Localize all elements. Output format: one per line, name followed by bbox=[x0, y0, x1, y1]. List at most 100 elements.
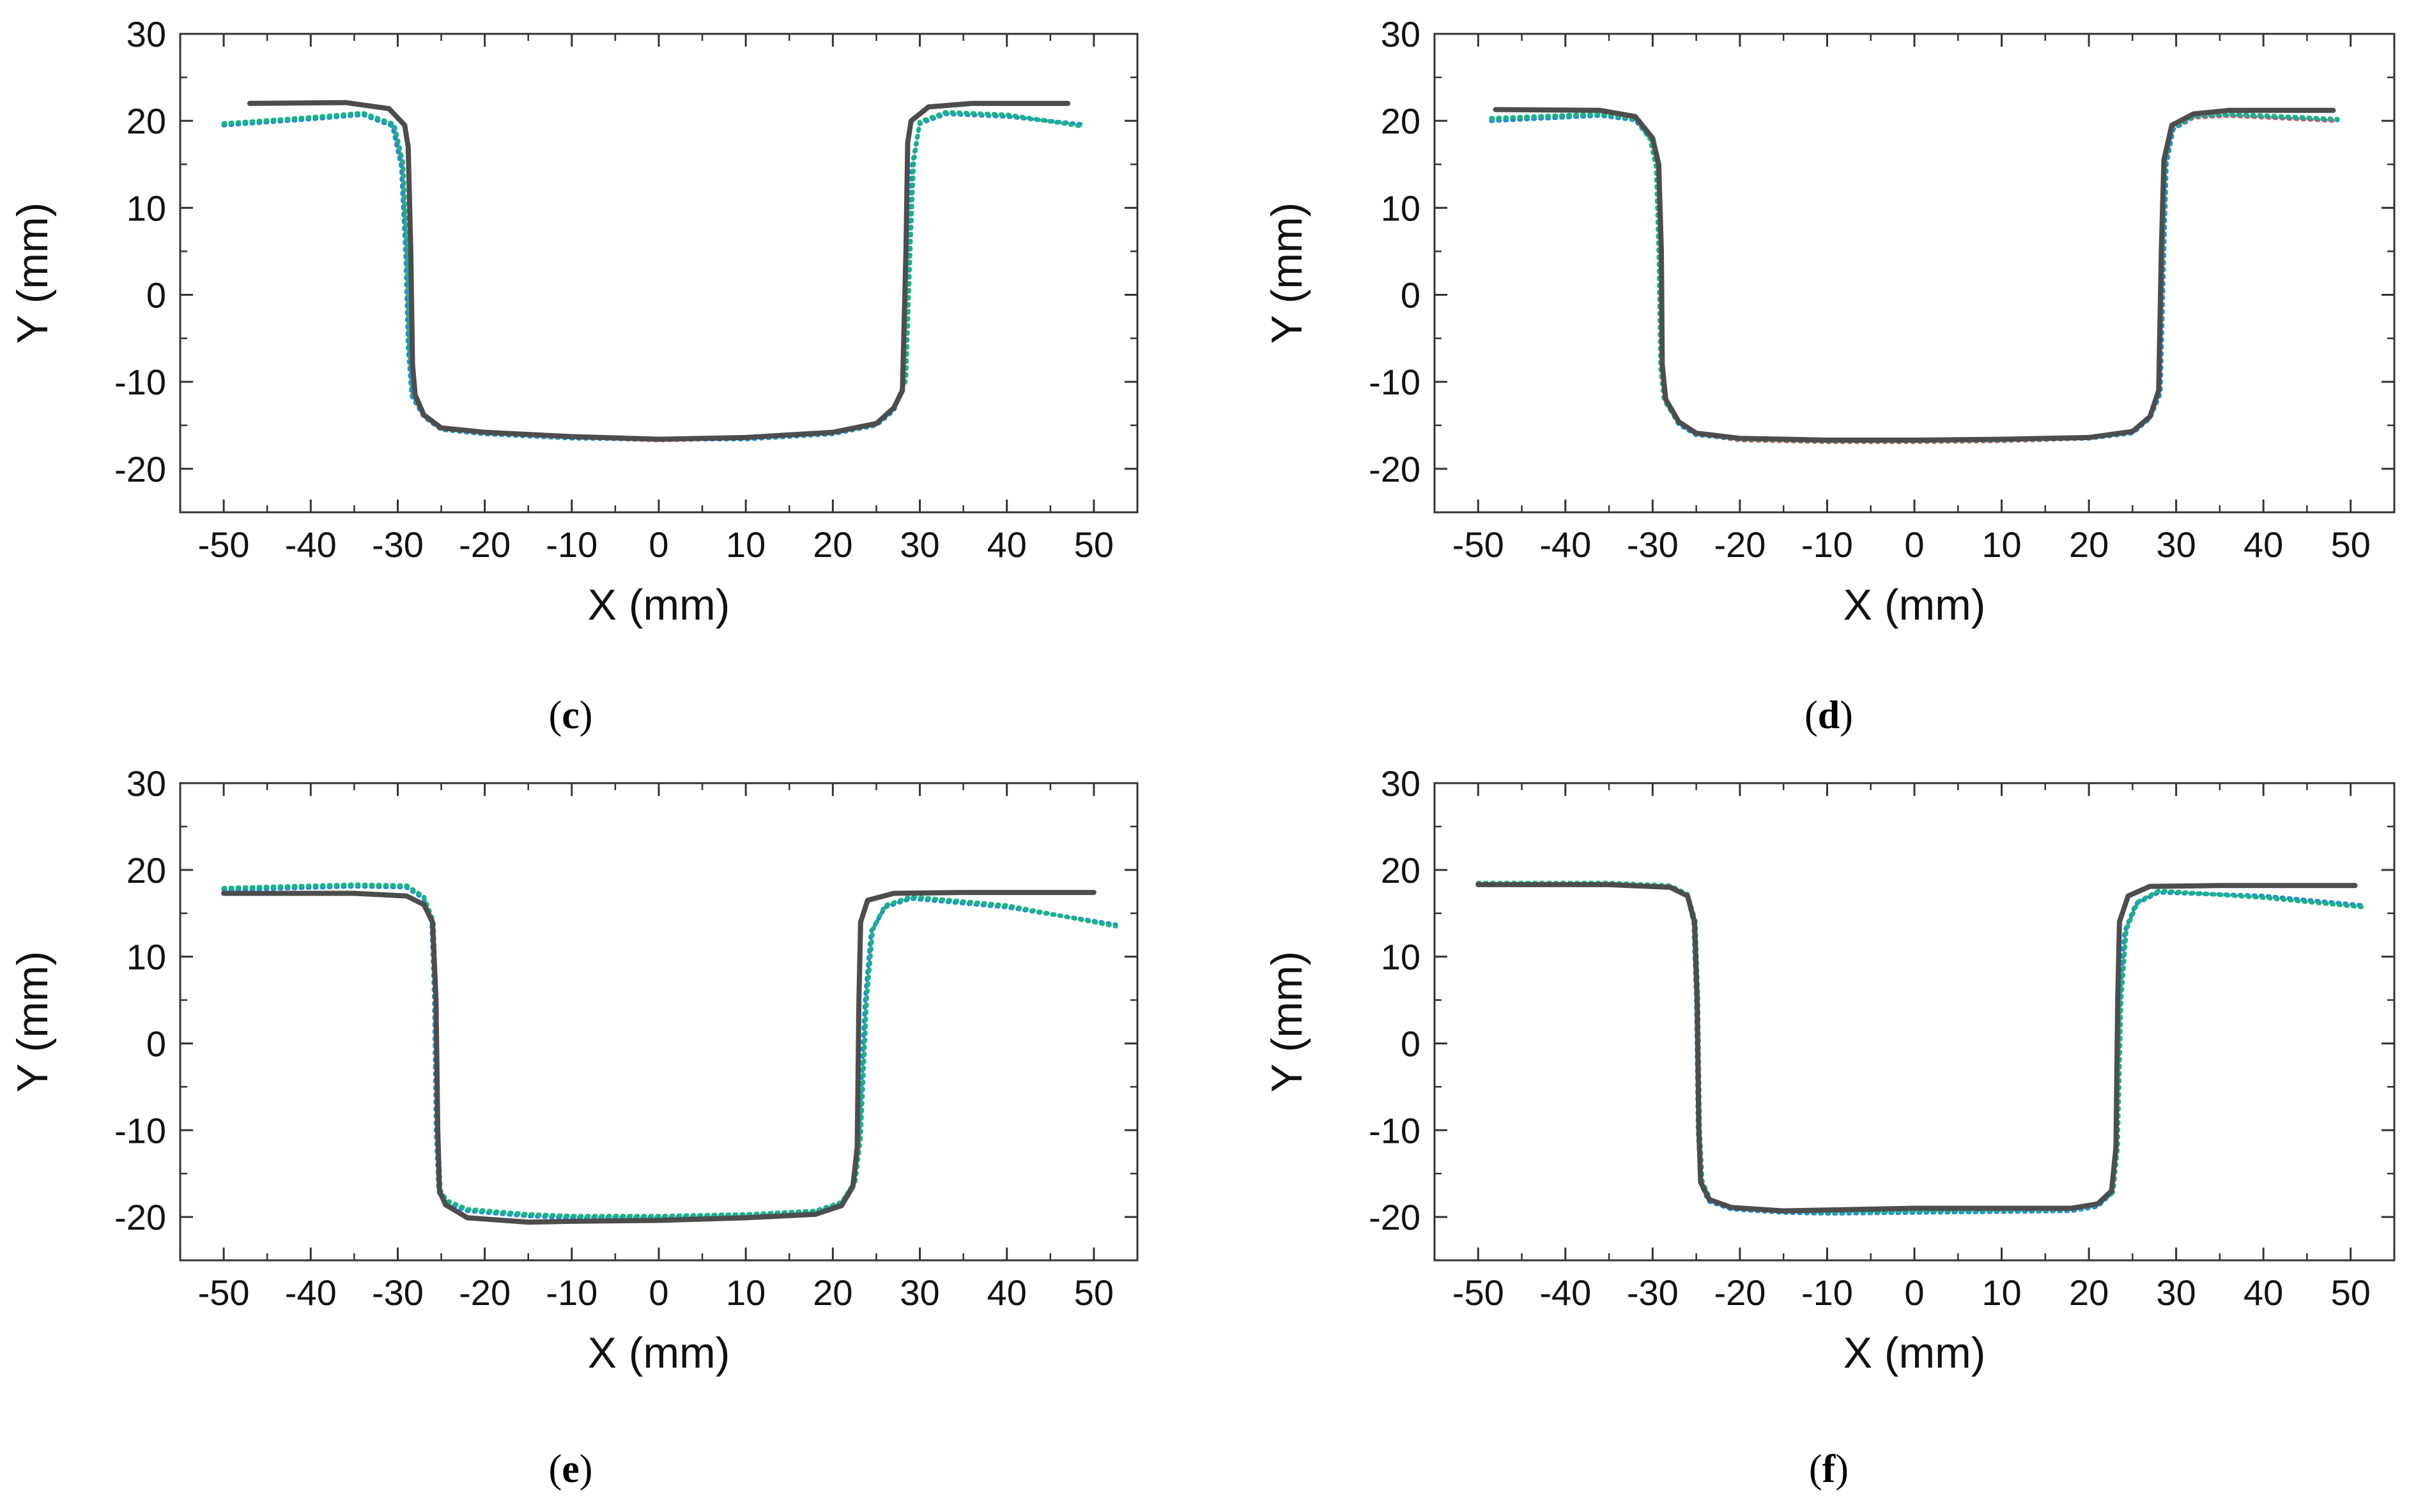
panel-e-y-tick-label: 10 bbox=[127, 937, 166, 977]
panel-f-x-tick-label: 0 bbox=[1904, 1272, 1924, 1313]
panel-f-y-tick-label: -10 bbox=[1369, 1110, 1420, 1150]
panel-d-x-tick-label: 30 bbox=[2156, 524, 2196, 565]
panel-c-x-tick-label: 40 bbox=[987, 524, 1027, 565]
panel-e-x-tick-label: 0 bbox=[649, 1272, 668, 1313]
panel-c-caption-close: ) bbox=[580, 694, 593, 737]
panel-d-x-tick-label: 50 bbox=[2331, 524, 2371, 565]
panel-e-x-tick-label: -40 bbox=[285, 1272, 337, 1313]
panel-e-plot-frame bbox=[179, 782, 1139, 1262]
panel-f-caption-open: ( bbox=[1809, 1447, 1822, 1491]
panel-d-x-tick-label: -50 bbox=[1452, 524, 1504, 565]
panel-c-x-tick-label: 20 bbox=[813, 524, 852, 565]
panel-d-y-tick-label: -20 bbox=[1369, 449, 1420, 489]
panel-e-y-tick-label: -10 bbox=[114, 1110, 166, 1150]
panel-c-x-tick-label: -10 bbox=[546, 524, 597, 565]
panel-e-x-tick-label: -50 bbox=[198, 1272, 250, 1313]
panel-c-x-tick-label: -40 bbox=[285, 524, 337, 565]
panel-f-series-reference bbox=[1475, 882, 2358, 1214]
panel-d-x-axis-title: X (mm) bbox=[1843, 581, 1986, 629]
panel-e-y-tick-label: 20 bbox=[127, 850, 166, 890]
panel-d-series-measured-2 bbox=[1489, 112, 2340, 443]
panel-e-x-tick-label: 10 bbox=[726, 1272, 766, 1313]
panel-c-x-axis-title: X (mm) bbox=[588, 581, 730, 629]
panel-c-caption: (c) bbox=[549, 694, 593, 737]
panel-c-y-tick-label: -10 bbox=[114, 362, 166, 402]
panel-f-x-tick-label: -30 bbox=[1627, 1272, 1679, 1313]
panel-c-series-measured-3 bbox=[221, 110, 1083, 442]
panel-c-caption-letter: c bbox=[562, 694, 580, 737]
panel-f-x-tick-label: 10 bbox=[1981, 1272, 2021, 1313]
panel-f-x-tick-label: 20 bbox=[2069, 1272, 2109, 1313]
panel-e-y-tick-label: -20 bbox=[114, 1197, 166, 1237]
panel-d-y-tick-label: 20 bbox=[1381, 101, 1420, 141]
panel-d-series-measured-3 bbox=[1489, 111, 2340, 443]
panel-e-x-tick-label: -10 bbox=[546, 1272, 597, 1313]
panel-e-x-tick-label: 50 bbox=[1074, 1272, 1114, 1313]
panel-e-series-measured-1 bbox=[221, 883, 1118, 1219]
panel-e-series-measured-2 bbox=[221, 884, 1118, 1220]
panel-e-x-tick-label: 20 bbox=[813, 1272, 852, 1313]
panel-f-series-measured-1 bbox=[1475, 882, 2366, 1215]
panel-d-x-tick-label: 0 bbox=[1904, 524, 1924, 565]
panel-f-x-tick-label: -20 bbox=[1714, 1272, 1766, 1313]
panel-c-x-tick-label: 50 bbox=[1074, 524, 1114, 565]
panel-e-caption-close: ) bbox=[580, 1447, 593, 1491]
panel-c-x-tick-label: 0 bbox=[649, 524, 668, 565]
panel-f-x-tick-label: 30 bbox=[2156, 1272, 2196, 1313]
panel-f-caption: (f) bbox=[1809, 1447, 1849, 1491]
panel-d-x-tick-label: -30 bbox=[1627, 524, 1679, 565]
panel-f-x-tick-label: -40 bbox=[1539, 1272, 1591, 1313]
panel-c-y-tick-label: 20 bbox=[127, 101, 166, 141]
panel-d-x-tick-label: 40 bbox=[2243, 524, 2283, 565]
panel-d-caption-close: ) bbox=[1840, 694, 1853, 737]
panel-f-y-tick-label: 10 bbox=[1381, 937, 1420, 977]
panel-f-x-tick-label: -50 bbox=[1452, 1272, 1504, 1313]
panel-c-y-tick-label: -20 bbox=[114, 449, 166, 489]
panel-d-y-tick-label: -10 bbox=[1369, 362, 1420, 402]
panel-d-x-tick-label: 20 bbox=[2069, 524, 2109, 565]
panel-d-caption-open: ( bbox=[1804, 694, 1818, 737]
panel-c-y-tick-label: 30 bbox=[127, 14, 166, 54]
panel-f-series-measured-2 bbox=[1475, 882, 2366, 1216]
panel-d-x-tick-label: -40 bbox=[1539, 524, 1591, 565]
panel-c-series-reference bbox=[247, 100, 1071, 442]
panel-c-y-tick-label: 0 bbox=[146, 275, 166, 316]
panel-f-y-axis-title: Y (mm) bbox=[1263, 951, 1311, 1093]
panel-c-x-tick-label: 10 bbox=[726, 524, 766, 565]
panel-e-caption: (e) bbox=[549, 1447, 593, 1491]
panel-d-y-tick-label: 0 bbox=[1401, 275, 1420, 316]
panel-f-x-tick-label: 40 bbox=[2243, 1272, 2283, 1313]
panel-c: -50 -40 -30 -20 -10 0 10 20 30 40 50 -20 -10 0 10 20 30 X… bbox=[8, 14, 1139, 737]
panel-d-x-tick-label: -10 bbox=[1801, 524, 1853, 565]
panel-c-series-measured-2 bbox=[221, 111, 1083, 442]
panel-e-x-tick-label: -30 bbox=[372, 1272, 424, 1313]
panel-c-x-tick-label: 30 bbox=[900, 524, 939, 565]
panel-e-x-axis-title: X (mm) bbox=[588, 1329, 730, 1377]
panel-f-caption-close: ) bbox=[1835, 1447, 1849, 1491]
panel-f-y-tick-label: 0 bbox=[1401, 1023, 1420, 1064]
panel-f-plot-frame bbox=[1433, 782, 2396, 1262]
panel-e-y-tick-label: 0 bbox=[146, 1023, 166, 1064]
panel-d-y-tick-label: 10 bbox=[1381, 188, 1420, 228]
panel-f-y-tick-label: 20 bbox=[1381, 850, 1420, 890]
panel-c-series-measured-1 bbox=[221, 111, 1083, 443]
panel-d: -50 -40 -30 -20 -10 0 10 20 30 40 50 -20 -10 0 10 20 30 X… bbox=[1263, 14, 2396, 737]
panel-d-y-axis-title: Y (mm) bbox=[1263, 202, 1311, 344]
panel-e-x-tick-label: 30 bbox=[900, 1272, 939, 1313]
panel-d-x-tick-label: -20 bbox=[1714, 524, 1766, 565]
panel-d-caption: (d) bbox=[1804, 694, 1853, 737]
panel-e-y-tick-label: 30 bbox=[127, 763, 166, 804]
panel-d-y-tick-label: 30 bbox=[1381, 14, 1420, 54]
panel-f-x-tick-label: -10 bbox=[1801, 1272, 1853, 1313]
panel-f-caption-letter: f bbox=[1822, 1447, 1836, 1491]
panel-f-y-tick-label: 30 bbox=[1381, 763, 1420, 804]
panel-c-y-axis-title: Y (mm) bbox=[8, 202, 57, 344]
panel-c-y-tick-label: 10 bbox=[127, 188, 166, 228]
panel-f-y-tick-label: -20 bbox=[1369, 1197, 1420, 1237]
panel-e-series-measured-3 bbox=[221, 882, 1118, 1219]
panel-e-caption-open: ( bbox=[549, 1447, 562, 1491]
panel-e-y-axis-title: Y (mm) bbox=[8, 951, 57, 1093]
panel-d-caption-letter: d bbox=[1818, 694, 1840, 737]
panel-e: -50 -40 -30 -20 -10 0 10 20 30 40 50 -20 -10 0 10 20 30 X… bbox=[8, 763, 1139, 1491]
panel-c-x-tick-label: -50 bbox=[198, 524, 250, 565]
